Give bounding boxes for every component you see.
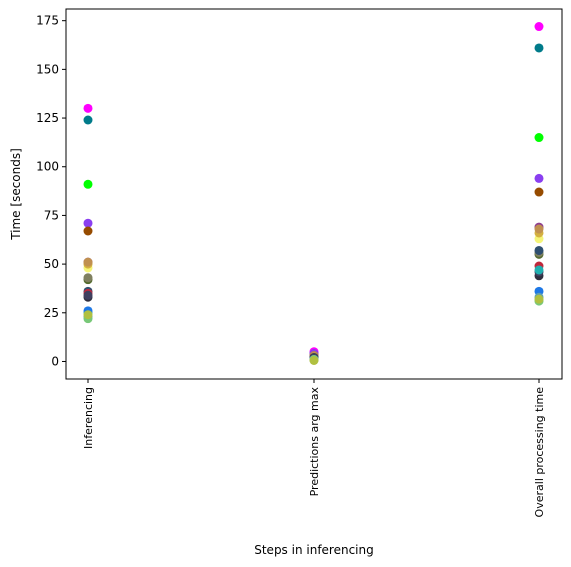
- data-point: [83, 115, 93, 125]
- data-point: [534, 224, 544, 234]
- y-axis: 0 25 50 75 100 125 150 175: [36, 14, 66, 368]
- data-point: [83, 103, 93, 113]
- data-point: [534, 294, 544, 304]
- y-tick-label: 0: [51, 354, 59, 368]
- y-tick-label: 25: [44, 306, 59, 320]
- y-tick-label: 75: [44, 208, 59, 222]
- data-points: [83, 22, 544, 365]
- data-point: [534, 173, 544, 183]
- data-point: [83, 179, 93, 189]
- data-point: [534, 22, 544, 32]
- y-tick-label: 150: [36, 62, 59, 76]
- data-point: [534, 245, 544, 255]
- data-point: [534, 187, 544, 197]
- x-axis: Inferencing Predictions arg max Overall pr…: [82, 379, 546, 517]
- y-axis-label: Time [seconds]: [9, 148, 23, 241]
- data-point: [534, 133, 544, 143]
- x-tick-label: Predictions arg max: [308, 387, 321, 497]
- y-tick-label: 125: [36, 111, 59, 125]
- y-tick-label: 50: [44, 257, 59, 271]
- x-tick-label: Inferencing: [82, 387, 95, 449]
- data-point: [83, 226, 93, 236]
- data-point: [83, 218, 93, 228]
- data-point: [83, 290, 93, 300]
- data-point: [83, 257, 93, 267]
- data-point: [309, 356, 319, 365]
- data-point: [83, 310, 93, 320]
- data-point: [534, 43, 544, 53]
- x-tick-label: Overall processing time: [533, 387, 546, 518]
- y-tick-label: 100: [36, 160, 59, 174]
- y-tick-label: 175: [36, 14, 59, 28]
- x-axis-label: Steps in inferencing: [254, 543, 374, 557]
- data-point: [83, 273, 93, 283]
- data-point: [534, 265, 544, 275]
